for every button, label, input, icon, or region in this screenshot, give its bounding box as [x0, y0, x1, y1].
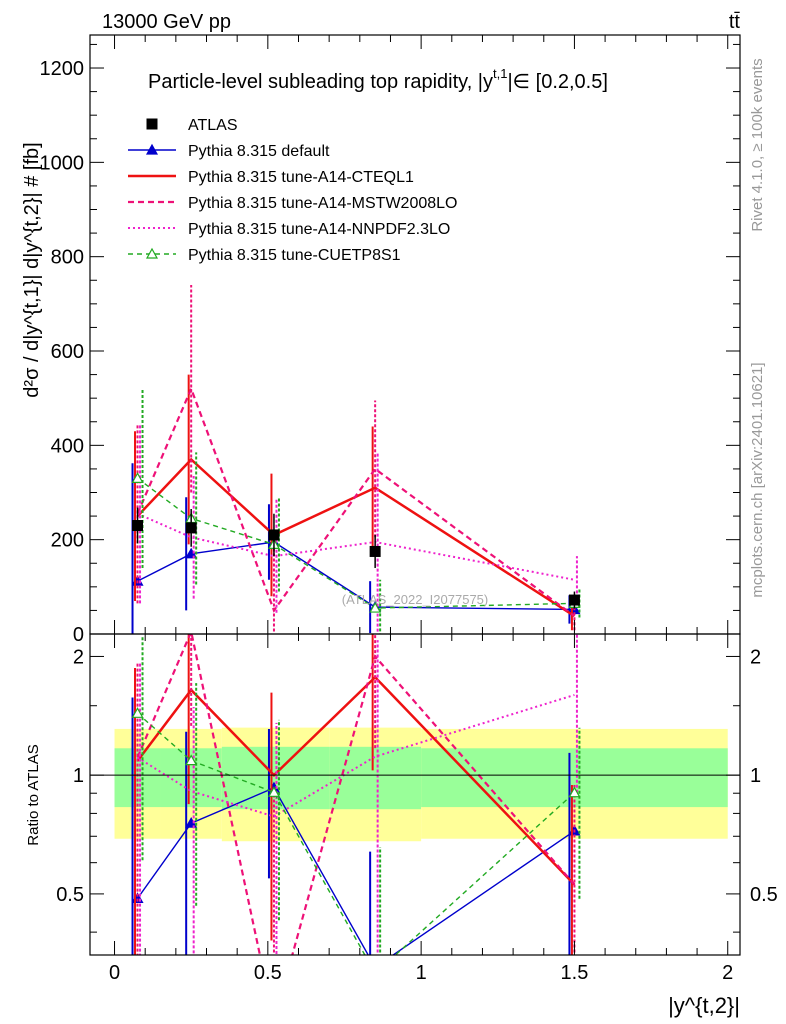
top-panel-series: [131, 284, 581, 634]
legend: ATLAS Pythia 8.315 default Pythia 8.315 tu…: [128, 117, 457, 264]
series-4-marker-3: [369, 601, 382, 613]
chart-title-main: Particle-level subleading top rapidity, …: [148, 71, 493, 93]
legend-entry-3: Pythia 8.315 tune-A14-NNPDF2.3LO: [128, 221, 450, 238]
ratio-panel-frame: [89, 633, 741, 956]
ratio-tick-label-left-2: 2: [73, 646, 84, 668]
legend-label-2: Pythia 8.315 tune-A14-MSTW2008LO: [188, 195, 457, 212]
y-tick-label-4: 800: [51, 247, 84, 269]
y-tick-label-1: 200: [51, 530, 84, 552]
y-tick-label-0: 0: [73, 624, 84, 646]
x-tick-label-1: 0.5: [254, 962, 282, 984]
ratio-series-4-marker-4: [568, 786, 581, 798]
y-tick-label-3: 600: [51, 341, 84, 363]
ratio-series-2: [136, 634, 576, 955]
band-inner-bin-3: [329, 746, 422, 810]
series-0: [131, 463, 581, 634]
analysis-watermark: (ATLAS_2022_I2077575): [342, 592, 488, 607]
x-tick-label-2: 1: [416, 962, 427, 984]
energy-label: 13000 GeV pp: [102, 11, 231, 33]
mcplots-label: mcplots.cern.ch [arXiv:2401.10621]: [749, 362, 766, 597]
atlas-point-4: [568, 594, 580, 606]
ratio-series-3-line: [136, 694, 575, 818]
ratio-series-4-marker-1: [185, 754, 198, 766]
legend-entry-atlas: ATLAS: [146, 117, 238, 134]
ratio-tick-label-left-0: 0.5: [56, 884, 84, 906]
rivet-label: Rivet 4.1.0, ≥ 100k events: [749, 58, 766, 231]
ratio-series-4: [131, 635, 581, 977]
legend-label-0: Pythia 8.315 default: [188, 143, 330, 160]
process-label: tt̄: [729, 11, 741, 33]
legend-atlas-label: ATLAS: [188, 117, 238, 134]
ratio-series-4-line: [137, 712, 575, 955]
y-axis-label: d²σ / d|y^{t,1}| d|y^{t,2}| # [fb]: [21, 142, 43, 397]
ratio-tick-label-right-2: 2: [750, 646, 761, 668]
x-axis-label: |y^{t,2}|: [668, 993, 740, 1018]
y-tick-label-5: 1000: [40, 152, 85, 174]
ratio-series-0-marker-3: [370, 962, 380, 971]
y-tick-label-6: 1200: [40, 58, 85, 80]
ratio-tick-label-left-1: 1: [73, 765, 84, 787]
atlas-data: [132, 507, 580, 609]
x-tick-label-4: 2: [722, 962, 733, 984]
legend-entry-2: Pythia 8.315 tune-A14-MSTW2008LO: [128, 195, 457, 212]
legend-atlas-marker: [146, 118, 158, 130]
ratio-series-2-line: [136, 634, 576, 955]
legend-label-4: Pythia 8.315 tune-CUETP8S1: [188, 247, 401, 264]
atlas-point-3: [369, 545, 381, 557]
chart-title: Particle-level subleading top rapidity, …: [148, 66, 608, 93]
ratio-series-4-marker-2: [267, 786, 280, 797]
legend-marker-0: [145, 143, 159, 155]
legend-marker-4: [145, 247, 159, 259]
x-tick-label-0: 0: [109, 962, 120, 984]
atlas-point-0: [132, 520, 144, 532]
series-2-line: [136, 385, 576, 617]
ratio-uncertainty-bands: [114, 727, 728, 842]
legend-entry-1: Pythia 8.315 tune-A14-CTEQL1: [128, 169, 414, 186]
series-3-line: [137, 512, 575, 581]
chart-title-tail: |∈ [0.2,0.5]: [507, 71, 607, 93]
legend-label-3: Pythia 8.315 tune-A14-NNPDF2.3LO: [188, 221, 450, 238]
atlas-point-1: [185, 522, 197, 534]
series-4-marker-0: [131, 472, 144, 483]
ratio-series-4-marker-0: [131, 707, 144, 718]
series-layer: [131, 284, 581, 977]
legend-entry-4: Pythia 8.315 tune-CUETP8S1: [128, 247, 401, 264]
ratio-panel-series: [131, 634, 581, 977]
ratio-series-4-marker-3: [370, 968, 380, 977]
ratio-axis-label: Ratio to ATLAS: [25, 744, 42, 845]
series-2: [136, 284, 576, 634]
atlas-point-2: [268, 529, 280, 541]
legend-entry-0: Pythia 8.315 default: [128, 143, 330, 160]
ratio-series-3: [136, 634, 578, 955]
band-inner-bin-4: [421, 748, 728, 808]
ratio-tick-label-right-0: 0.5: [750, 884, 778, 906]
ratio-tick-label-right-1: 1: [750, 765, 761, 787]
legend-label-1: Pythia 8.315 tune-A14-CTEQL1: [188, 169, 414, 186]
chart-title-sup: t,1: [493, 66, 507, 81]
y-tick-label-2: 400: [51, 435, 84, 457]
x-tick-label-3: 1.5: [561, 962, 589, 984]
